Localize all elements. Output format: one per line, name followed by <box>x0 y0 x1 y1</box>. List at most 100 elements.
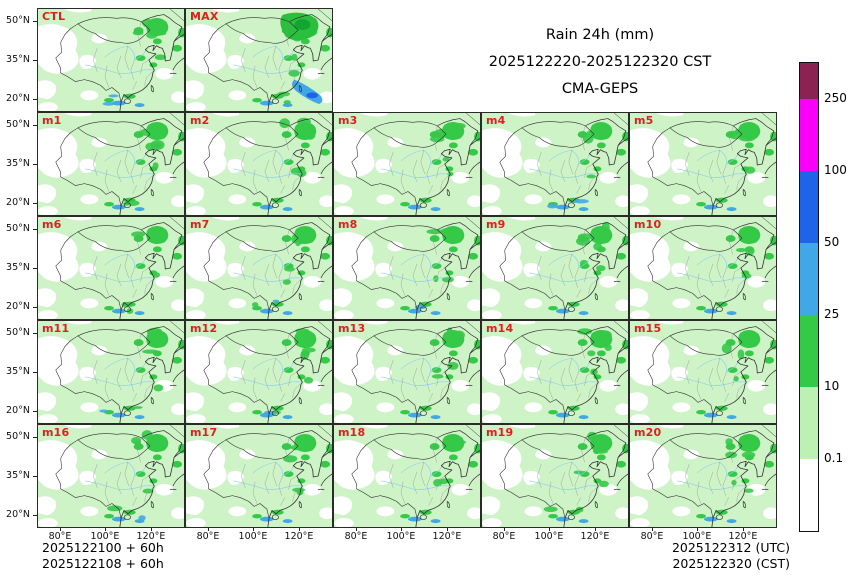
y-axis-label: 20°N <box>6 197 30 208</box>
precip-map <box>38 425 184 527</box>
map-panel-ctl: CTL <box>37 8 185 112</box>
map-panel-m9: m9 <box>481 216 629 320</box>
panel-label: m16 <box>42 426 70 439</box>
figure-title-block: Rain 24h (mm) 2025122220-2025122320 CST … <box>420 22 780 103</box>
x-tick-mark <box>697 528 698 531</box>
panel-label: m12 <box>190 322 218 335</box>
precip-map <box>482 425 628 527</box>
map-panel-m16: m16 <box>37 424 185 528</box>
map-panel-m11: m11 <box>37 320 185 424</box>
panel-label: m15 <box>634 322 662 335</box>
y-tick-mark <box>33 164 37 165</box>
y-axis-label: 35°N <box>6 158 30 169</box>
colorbar-segment <box>800 99 818 171</box>
precip-map <box>38 9 184 111</box>
x-tick-mark <box>652 528 653 531</box>
panel-label: m8 <box>338 218 358 231</box>
y-tick-mark <box>33 307 37 308</box>
valid-time-utc: 2025122312 (UTC) <box>671 540 790 555</box>
y-tick-mark <box>33 333 37 334</box>
x-tick-mark <box>299 528 300 531</box>
x-axis-label: 100°E <box>682 531 712 542</box>
precip-map <box>186 321 332 423</box>
y-axis-label: 20°N <box>6 509 30 520</box>
colorbar-tick-label: 100 <box>824 163 847 177</box>
title-variable: Rain 24h (mm) <box>545 27 655 43</box>
title-model-name: CMA-GEPS <box>561 81 639 97</box>
map-panel-m14: m14 <box>481 320 629 424</box>
colorbar-tick-label: 250 <box>824 91 847 105</box>
y-tick-mark <box>33 268 37 269</box>
colorbar-segment <box>800 459 818 531</box>
y-tick-mark <box>33 125 37 126</box>
panel-label: m20 <box>634 426 662 439</box>
panel-label: m5 <box>634 114 654 127</box>
y-tick-mark <box>33 372 37 373</box>
x-tick-mark <box>504 528 505 531</box>
map-panel-m18: m18 <box>333 424 481 528</box>
panel-label: m9 <box>486 218 506 231</box>
map-panel-m1: m1 <box>37 112 185 216</box>
x-axis-label: 100°E <box>386 531 416 542</box>
x-axis-label: 80°E <box>48 531 72 542</box>
colorbar-segment <box>800 63 818 99</box>
y-axis-label: 50°N <box>6 327 30 338</box>
map-panel-m17: m17 <box>185 424 333 528</box>
x-axis-label: 80°E <box>492 531 516 542</box>
panel-label: MAX <box>190 10 219 23</box>
panel-label: m13 <box>338 322 366 335</box>
panel-label: m6 <box>42 218 62 231</box>
precip-map <box>334 217 480 319</box>
panel-label: m4 <box>486 114 506 127</box>
y-axis-label: 20°N <box>6 301 30 312</box>
map-panel-m20: m20 <box>629 424 777 528</box>
colorbar-tick-label: 0.1 <box>824 451 844 465</box>
x-tick-mark <box>595 528 596 531</box>
x-tick-mark <box>447 528 448 531</box>
map-panel-m10: m10 <box>629 216 777 320</box>
x-axis-label: 100°E <box>534 531 564 542</box>
panel-label: m1 <box>42 114 62 127</box>
colorbar-tick-label: 25 <box>824 307 840 321</box>
colorbar-segment <box>800 171 818 243</box>
init-time-2: 2025122108 + 60h <box>42 556 164 571</box>
x-axis-label: 80°E <box>640 531 664 542</box>
y-axis-label: 35°N <box>6 54 30 65</box>
init-time-block: 2025122100 + 60h 2025122108 + 60h <box>42 540 164 572</box>
x-axis-label: 120°E <box>728 531 758 542</box>
y-axis-label: 20°N <box>6 405 30 416</box>
precip-map <box>38 113 184 215</box>
precip-map <box>482 321 628 423</box>
y-axis-label: 35°N <box>6 366 30 377</box>
panel-label: m18 <box>338 426 366 439</box>
y-axis-label: 35°N <box>6 262 30 273</box>
y-axis-label: 50°N <box>6 15 30 26</box>
colorbar <box>799 62 819 532</box>
panel-label: m3 <box>338 114 358 127</box>
x-axis-label: 120°E <box>580 531 610 542</box>
panel-label: CTL <box>42 10 66 23</box>
colorbar-segment <box>800 243 818 315</box>
panel-label: m2 <box>190 114 210 127</box>
precip-map <box>630 425 776 527</box>
precip-map <box>334 321 480 423</box>
precip-map <box>186 217 332 319</box>
panel-label: m7 <box>190 218 210 231</box>
x-tick-mark <box>549 528 550 531</box>
x-tick-mark <box>356 528 357 531</box>
map-panel-m2: m2 <box>185 112 333 216</box>
x-tick-mark <box>105 528 106 531</box>
precip-map <box>334 425 480 527</box>
map-panel-m3: m3 <box>333 112 481 216</box>
precip-map <box>186 425 332 527</box>
x-tick-mark <box>208 528 209 531</box>
x-tick-mark <box>743 528 744 531</box>
y-axis-label: 35°N <box>6 470 30 481</box>
y-tick-mark <box>33 21 37 22</box>
x-axis-label: 120°E <box>284 531 314 542</box>
y-tick-mark <box>33 515 37 516</box>
precip-map <box>630 217 776 319</box>
x-axis-label: 80°E <box>344 531 368 542</box>
precip-map <box>186 113 332 215</box>
